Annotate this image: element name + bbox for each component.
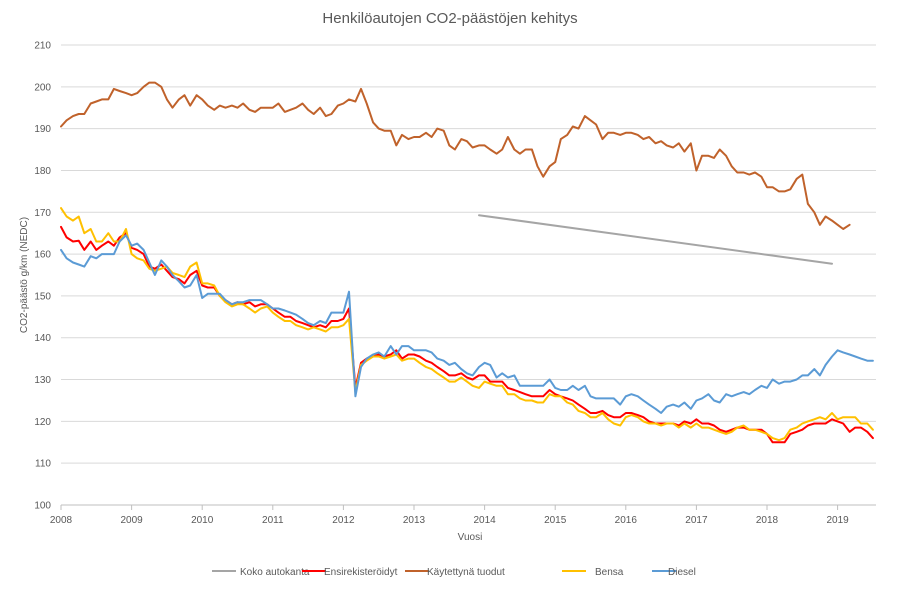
y-tick-label: 140 xyxy=(34,333,51,344)
x-tick-label: 2010 xyxy=(191,515,214,526)
x-tick-label: 2019 xyxy=(826,515,849,526)
series-line-kaytettyna-tuodut xyxy=(60,81,851,230)
x-tick-label: 2017 xyxy=(685,515,708,526)
legend: Koko autokanta Ensirekisteröidyt Käytettyn… xyxy=(212,567,696,578)
y-tick-label: 110 xyxy=(35,459,51,470)
series-line-koko-autokanta xyxy=(478,214,833,265)
series-line-diesel xyxy=(60,234,874,414)
y-tick-label: 160 xyxy=(34,250,51,261)
legend-label: Ensirekisteröidyt xyxy=(324,567,398,578)
x-tick-label: 2008 xyxy=(50,515,73,526)
x-axis-title: Vuosi xyxy=(458,532,483,543)
y-tick-label: 170 xyxy=(34,208,51,219)
legend-label: Käytettynä tuodut xyxy=(427,567,505,578)
x-tick-label: 2015 xyxy=(544,515,567,526)
x-tick-label: 2016 xyxy=(615,515,638,526)
grid-lines xyxy=(60,44,876,510)
x-tick-label: 2012 xyxy=(332,515,355,526)
series-lines xyxy=(60,81,874,444)
y-tick-label: 180 xyxy=(34,166,51,177)
y-tick-label: 130 xyxy=(34,375,51,386)
legend-label: Diesel xyxy=(668,567,696,578)
y-tick-label: 120 xyxy=(34,417,51,428)
y-tick-label: 210 xyxy=(34,41,51,52)
x-tick-label: 2018 xyxy=(756,515,779,526)
x-tick-label: 2009 xyxy=(120,515,143,526)
y-tick-label: 200 xyxy=(34,82,51,93)
series-line-bensa xyxy=(60,207,874,442)
y-tick-label: 100 xyxy=(34,501,51,512)
y-tick-label: 190 xyxy=(34,124,51,135)
x-tick-label: 2011 xyxy=(262,515,284,526)
tick-labels: 100 110 120 130 140 150 160 170 180 190 200 210 2008… xyxy=(34,41,849,527)
y-tick-label: 150 xyxy=(34,291,51,302)
x-tick-label: 2013 xyxy=(403,515,426,526)
legend-label: Bensa xyxy=(595,567,624,578)
x-tick-label: 2014 xyxy=(473,515,496,526)
chart-title: Henkilöautojen CO2-päästöjen kehitys xyxy=(322,10,577,27)
y-axis-title: CO2-päästö g/km (NEDC) xyxy=(19,217,30,333)
legend-label: Koko autokanta xyxy=(240,567,310,578)
